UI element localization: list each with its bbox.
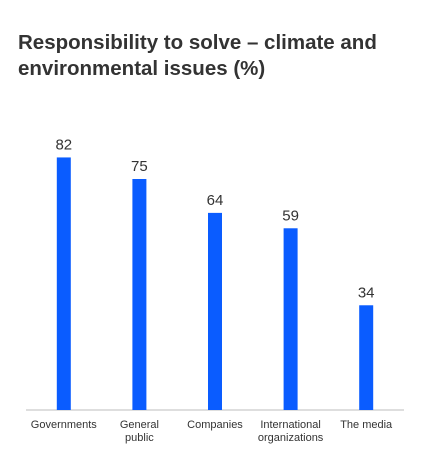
bar-2 [208, 212, 222, 410]
bars-group: 82 Governments 75 General public 64 Companies 5… [31, 136, 393, 444]
bar-0 [56, 157, 71, 410]
data-label-3: 59 [282, 207, 299, 224]
data-label-0: 82 [55, 136, 72, 153]
chart-title: Responsibility to solve – climate and en… [18, 31, 377, 80]
category-label-3: International organizations [258, 419, 324, 444]
data-label-4: 34 [358, 284, 375, 301]
data-label-1: 75 [131, 158, 148, 175]
category-label-4: The media [340, 419, 393, 431]
category-label-1: General public [120, 419, 159, 444]
category-label-0: Governments [31, 419, 98, 431]
data-label-2: 64 [207, 192, 224, 209]
bar-4 [359, 305, 374, 410]
category-label-2: Companies [187, 419, 243, 431]
bar-1 [132, 179, 147, 410]
bar-3 [283, 228, 298, 410]
